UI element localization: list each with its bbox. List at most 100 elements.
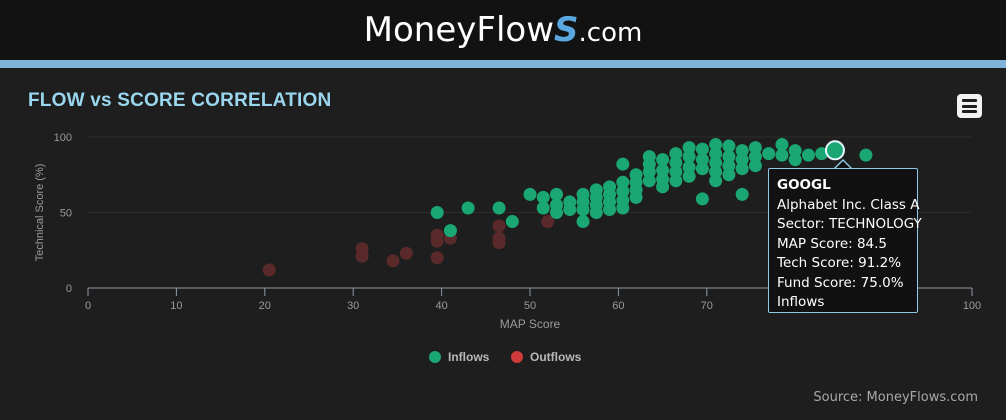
legend-label-inflows[interactable]: Inflows	[448, 350, 490, 364]
scatter-point-inflows[interactable]	[735, 144, 749, 158]
scatter-point-inflows[interactable]	[629, 190, 643, 204]
scatter-point-inflows[interactable]	[775, 148, 789, 162]
scatter-point-inflows[interactable]	[801, 148, 815, 162]
scatter-point-inflows[interactable]	[709, 138, 723, 152]
scatter-point-inflows[interactable]	[523, 187, 537, 201]
scatter-point-inflows[interactable]	[748, 159, 762, 173]
scatter-point-inflows[interactable]	[859, 148, 873, 162]
scatter-point-outflows[interactable]	[541, 215, 555, 229]
scatter-point-inflows[interactable]	[682, 169, 696, 183]
scatter-point-inflows[interactable]	[669, 165, 683, 179]
scatter-point-inflows[interactable]	[709, 147, 723, 161]
scatter-point-inflows[interactable]	[788, 144, 802, 158]
scatter-point-inflows[interactable]	[642, 165, 656, 179]
header-accent-bar	[0, 60, 1006, 68]
scatter-point-inflows[interactable]	[430, 206, 444, 219]
x-tick-label-10: 10	[170, 300, 182, 312]
legend-marker-outflows[interactable]	[511, 351, 523, 363]
scatter-point-inflows[interactable]	[616, 175, 630, 189]
hamburger-menu-icon	[962, 99, 977, 102]
scatter-point-outflows[interactable]	[430, 251, 444, 265]
scatter-point-inflows[interactable]	[709, 156, 723, 170]
scatter-point-inflows[interactable]	[443, 224, 457, 238]
scatter-point-outflows[interactable]	[399, 246, 413, 260]
brand-suffix: .com	[578, 18, 643, 48]
scatter-point-inflows[interactable]	[682, 141, 696, 155]
scatter-point-inflows[interactable]	[669, 156, 683, 170]
scatter-point-inflows[interactable]	[788, 153, 802, 167]
scatter-point-inflows[interactable]	[748, 150, 762, 164]
tooltip-flow: Inflows	[777, 294, 825, 310]
scatter-point-outflows[interactable]	[262, 263, 276, 277]
x-tick-label-50: 50	[524, 300, 536, 312]
scatter-point-inflows[interactable]	[603, 202, 617, 216]
scatter-point-inflows[interactable]	[550, 206, 564, 219]
scatter-point-outflows[interactable]	[386, 254, 400, 268]
legend-label-outflows[interactable]: Outflows	[530, 350, 582, 364]
scatter-point-inflows[interactable]	[563, 202, 577, 216]
scatter-point-inflows[interactable]	[492, 201, 506, 215]
scatter-point-inflows[interactable]	[709, 165, 723, 179]
tooltip-tech-score: Tech Score: 91.2%	[777, 255, 902, 271]
scatter-point-outflows[interactable]	[492, 219, 506, 233]
scatter-point-inflows[interactable]	[695, 153, 709, 167]
hamburger-menu-icon	[962, 110, 977, 113]
y-axis-title: Technical Score (%)	[34, 164, 46, 262]
scatter-point-inflows[interactable]	[656, 180, 670, 194]
scatter-point-inflows[interactable]	[762, 147, 776, 161]
scatter-point-inflows[interactable]	[709, 174, 723, 188]
scatter-point-inflows[interactable]	[695, 162, 709, 176]
scatter-point-inflows[interactable]	[550, 187, 564, 201]
scatter-point-outflows[interactable]	[492, 236, 506, 250]
site-header: MoneyFlowS.com	[0, 0, 1006, 60]
scatter-point-inflows[interactable]	[722, 159, 736, 173]
scatter-point-inflows[interactable]	[616, 201, 630, 215]
scatter-point-inflows[interactable]	[682, 160, 696, 174]
x-tick-label-20: 20	[259, 300, 271, 312]
scatter-point-inflows[interactable]	[748, 141, 762, 155]
scatter-point-inflows[interactable]	[616, 157, 630, 171]
highlighted-scatter-point[interactable]	[824, 140, 845, 161]
scatter-point-inflows[interactable]	[735, 162, 749, 176]
tooltip-arrow-inner	[835, 161, 851, 169]
scatter-point-inflows[interactable]	[775, 138, 789, 152]
tooltip-company-name: Alphabet Inc. Class A	[777, 196, 920, 213]
y-tick-label-100: 100	[54, 132, 72, 144]
chart-menu-button[interactable]	[957, 94, 982, 118]
chart-legend: Inflows Outflows	[429, 350, 582, 364]
tooltip-ticker: GOOGL	[777, 177, 831, 193]
x-tick-label-30: 30	[347, 300, 359, 312]
scatter-point-inflows[interactable]	[656, 163, 670, 177]
scatter-point-inflows[interactable]	[695, 142, 709, 156]
scatter-point-inflows[interactable]	[616, 184, 630, 198]
scatter-point-inflows[interactable]	[589, 206, 603, 219]
scatter-point-inflows[interactable]	[735, 153, 749, 167]
scatter-point-inflows[interactable]	[722, 168, 736, 182]
scatter-point-inflows[interactable]	[682, 150, 696, 164]
scatter-point-inflows[interactable]	[536, 190, 550, 204]
scatter-point-inflows[interactable]	[815, 147, 829, 161]
scatter-point-inflows[interactable]	[461, 201, 475, 215]
scatter-point-outflows[interactable]	[430, 234, 444, 248]
scatter-point-inflows[interactable]	[505, 215, 519, 229]
brand-logo[interactable]: MoneyFlowS.com	[0, 8, 1006, 55]
legend-marker-inflows[interactable]	[429, 351, 441, 363]
scatter-point-inflows[interactable]	[669, 174, 683, 188]
hamburger-menu-icon	[962, 104, 977, 108]
scatter-point-inflows[interactable]	[722, 139, 736, 153]
brand-prefix: MoneyFlow	[363, 10, 555, 50]
scatter-point-inflows[interactable]	[695, 192, 709, 206]
scatter-point-inflows[interactable]	[642, 174, 656, 188]
scatter-point-inflows[interactable]	[656, 153, 670, 167]
scatter-point-outflows[interactable]	[355, 249, 369, 263]
scatter-point-inflows[interactable]	[735, 187, 749, 201]
scatter-point-inflows[interactable]	[669, 147, 683, 161]
highlighted-point	[824, 140, 845, 161]
x-tick-label-100: 100	[963, 300, 981, 312]
scatter-point-inflows[interactable]	[576, 202, 590, 216]
series-inflows	[430, 138, 873, 238]
y-tick-label-50: 50	[60, 208, 72, 220]
scatter-point-inflows[interactable]	[536, 201, 550, 215]
scatter-point-inflows[interactable]	[722, 150, 736, 164]
scatter-point-inflows[interactable]	[576, 215, 590, 229]
